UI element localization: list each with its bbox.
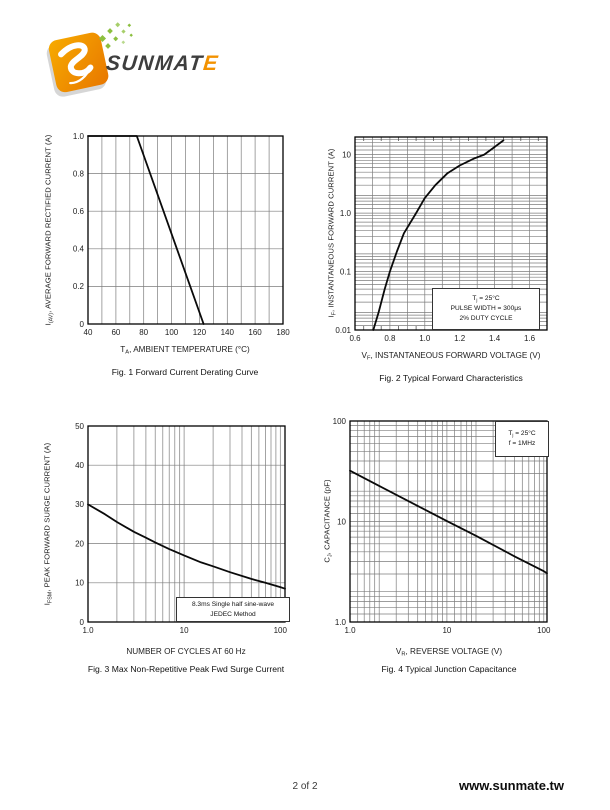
annotation-line: f = 1MHz: [508, 440, 536, 447]
figure-3-surge-current-chart: 1.0 10 100 50 40 30 20 10 0 8.3ms Single half si…: [30, 408, 315, 686]
fig3-y-axis-title: IFSM, PEAK FORWARD SURGE CURRENT (A): [42, 442, 54, 606]
svg-text:10: 10: [442, 626, 451, 635]
svg-text:100: 100: [537, 626, 551, 635]
svg-text:0: 0: [80, 618, 85, 627]
logo-square: [46, 32, 109, 97]
fig4-x-axis-title: VR, REVERSE VOLTAGE (V): [395, 647, 503, 658]
svg-text:1.6: 1.6: [524, 334, 536, 343]
logo-mark-icon: [46, 22, 133, 97]
fig1-y-axis-title: I(AV), AVERAGE FORWARD RECTIFIED CURRENT…: [43, 134, 55, 326]
logo-text-main: SUNM: [104, 52, 176, 75]
svg-text:50: 50: [75, 422, 84, 431]
svg-text:0.6: 0.6: [73, 207, 85, 216]
svg-text:10: 10: [342, 150, 351, 159]
svg-text:60: 60: [111, 328, 120, 337]
annotation-line: Tj = 25°C: [472, 294, 500, 303]
logo: SUNMATE: [36, 14, 256, 100]
fig3-caption: Fig. 3 Max Non-Repetitive Peak Fwd Surge…: [87, 664, 285, 674]
svg-text:0: 0: [80, 320, 85, 329]
fig3-x-axis-title: NUMBER OF CYCLES AT 60 Hz: [126, 647, 246, 656]
svg-text:100: 100: [165, 328, 179, 337]
fig2-caption: Fig. 2 Typical Forward Characteristics: [379, 373, 523, 383]
svg-text:1.4: 1.4: [489, 334, 501, 343]
svg-text:1.0: 1.0: [344, 626, 356, 635]
logo-sparkles-icon: [98, 22, 133, 49]
annotation-line: PULSE WIDTH = 300μs: [450, 304, 522, 312]
fig4-annotation-box: Tj = 25°C f = 1MHz: [495, 421, 549, 457]
svg-text:1.0: 1.0: [335, 618, 347, 627]
svg-text:0.6: 0.6: [349, 334, 361, 343]
fig2-y-axis-title: IF, INSTANTANEOUS FORWARD CURRENT (A): [326, 148, 338, 318]
svg-text:0.1: 0.1: [340, 267, 352, 276]
figure-4-junction-capacitance-chart: 1.0 10 100 100 10 1.0 Tj = 25°C f = 1MHz CJ, C…: [315, 408, 600, 686]
fig1-plot-svg: 40 60 80 100 120 140 160 180 1.0 0.8 0.6 0.4 0.2 0: [73, 132, 290, 337]
svg-text:100: 100: [333, 417, 347, 426]
fig4-y-axis-title: CJ, CAPACITANCE (pF): [322, 479, 334, 563]
svg-text:1.0: 1.0: [82, 626, 94, 635]
svg-text:80: 80: [139, 328, 148, 337]
svg-text:0.2: 0.2: [73, 282, 85, 291]
annotation-line: 2% DUTY CYCLE: [459, 315, 513, 323]
fig4-caption: Fig. 4 Typical Junction Capacitance: [381, 664, 517, 674]
fig4-plot-svg: 1.0 10 100 100 10 1.0: [333, 417, 551, 635]
figure-2-forward-characteristics-chart: 0.6 0.8 1.0 1.2 1.4 1.6 10 1.0 0.1 0.01 Tj = 25°C…: [315, 118, 600, 388]
svg-text:0.8: 0.8: [384, 334, 396, 343]
svg-text:20: 20: [75, 539, 84, 548]
fig2-x-axis-title: VF, INSTANTANEOUS FORWARD VOLTAGE (V): [361, 351, 541, 362]
annotation-line: 8.3ms Single half sine-wave: [191, 601, 275, 609]
logo-text: SUNMATE: [105, 52, 220, 76]
fig1-caption: Fig. 1 Forward Current Derating Curve: [111, 367, 259, 377]
svg-text:1.0: 1.0: [73, 132, 85, 141]
svg-text:1.0: 1.0: [340, 209, 352, 218]
svg-text:10: 10: [180, 626, 189, 635]
svg-text:1.2: 1.2: [454, 334, 466, 343]
svg-text:0.01: 0.01: [335, 326, 351, 335]
svg-text:160: 160: [248, 328, 262, 337]
footer-website: www.sunmate.tw: [459, 778, 564, 793]
svg-text:0.8: 0.8: [73, 169, 85, 178]
svg-text:0.4: 0.4: [73, 245, 85, 254]
figure-1-derating-chart: 40 60 80 100 120 140 160 180 1.0 0.8 0.6 0.4 0.2 0 I(…: [30, 118, 315, 388]
svg-text:40: 40: [84, 328, 93, 337]
svg-text:40: 40: [75, 461, 84, 470]
svg-text:10: 10: [337, 517, 346, 526]
svg-text:120: 120: [193, 328, 207, 337]
annotation-line: Tj = 25°C: [508, 429, 536, 438]
fig3-annotation-box: 8.3ms Single half sine-wave JEDEC Method: [176, 597, 290, 622]
fig1-x-axis-title: TA, AMBIENT TEMPERATURE (°C): [120, 345, 250, 356]
svg-text:1.0: 1.0: [419, 334, 431, 343]
fig2-annotation-box: Tj = 25°C PULSE WIDTH = 300μs 2% DUTY CYCL…: [432, 288, 540, 330]
svg-text:100: 100: [274, 626, 288, 635]
svg-text:10: 10: [75, 579, 84, 588]
svg-text:30: 30: [75, 500, 84, 509]
footer-page-number: 2 of 2: [292, 781, 318, 792]
svg-text:140: 140: [221, 328, 235, 337]
svg-text:180: 180: [276, 328, 290, 337]
logo-text-accent: E: [202, 52, 221, 75]
annotation-line: JEDEC Method: [210, 610, 256, 618]
